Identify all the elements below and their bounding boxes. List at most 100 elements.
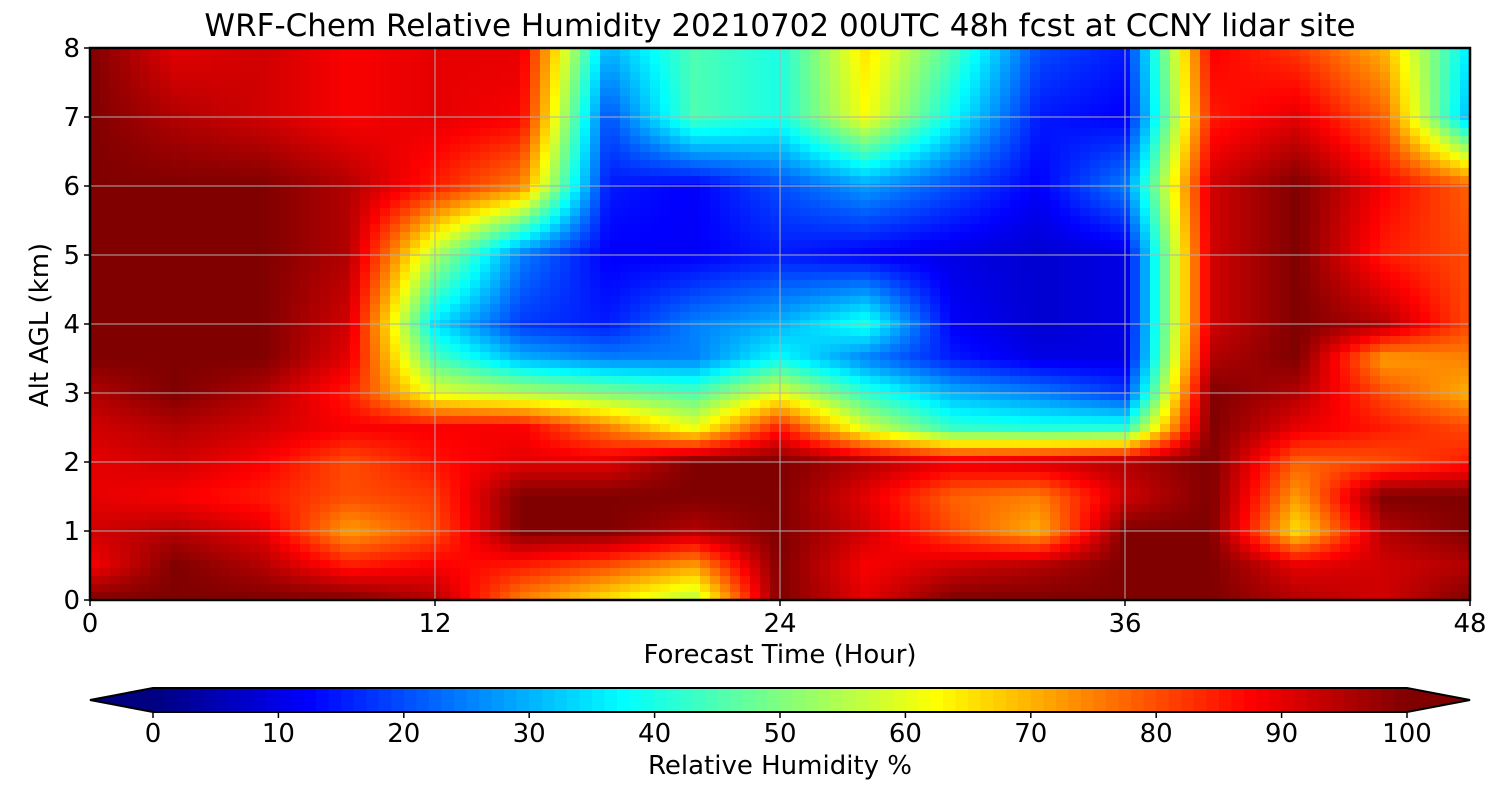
heatmap-cell <box>720 296 731 305</box>
heatmap-cell <box>1250 200 1261 209</box>
heatmap-cell <box>1330 240 1341 249</box>
heatmap-cell <box>360 112 371 121</box>
heatmap-cell <box>130 112 141 121</box>
heatmap-cell <box>570 256 581 265</box>
heatmap-cell <box>440 112 451 121</box>
heatmap-cell <box>910 168 921 177</box>
heatmap-cell <box>1090 96 1101 105</box>
heatmap-cell <box>380 128 391 137</box>
heatmap-cell <box>790 192 801 201</box>
heatmap-cell <box>540 160 551 169</box>
heatmap-cell <box>780 160 791 169</box>
heatmap-cell <box>740 152 751 161</box>
heatmap-cell <box>890 120 901 129</box>
heatmap-cell <box>530 200 541 209</box>
heatmap-cell <box>310 144 321 153</box>
heatmap-cell <box>1100 120 1111 129</box>
heatmap-cell <box>800 72 811 81</box>
heatmap-cell <box>300 136 311 145</box>
heatmap-cell <box>1160 72 1171 81</box>
heatmap-cell <box>1190 296 1201 305</box>
heatmap-cell <box>290 160 301 169</box>
heatmap-cell <box>960 184 971 193</box>
heatmap-cell <box>1430 184 1441 193</box>
heatmap-cell <box>1140 160 1151 169</box>
heatmap-cell <box>460 56 471 65</box>
heatmap-cell <box>580 96 591 105</box>
heatmap-cell <box>1140 184 1151 193</box>
heatmap-cell <box>220 304 231 313</box>
heatmap-cell <box>760 240 771 249</box>
heatmap-cell <box>630 288 641 297</box>
heatmap-cell <box>1040 80 1051 89</box>
heatmap-cell <box>1370 312 1381 321</box>
heatmap-cell <box>290 272 301 281</box>
heatmap-cell <box>800 192 811 201</box>
heatmap-cell <box>460 184 471 193</box>
heatmap-cell <box>110 304 121 313</box>
heatmap-cell <box>1390 64 1401 73</box>
heatmap-cell <box>250 328 261 337</box>
heatmap-cell <box>490 312 501 321</box>
heatmap-cell <box>1450 88 1461 97</box>
heatmap-cell <box>140 296 151 305</box>
heatmap-cell <box>880 248 891 257</box>
heatmap-cell <box>340 48 351 57</box>
heatmap-cell <box>1280 248 1291 257</box>
heatmap-cell <box>920 240 931 249</box>
heatmap-cell <box>1250 312 1261 321</box>
heatmap-cell <box>690 48 701 57</box>
heatmap-cell <box>1200 104 1211 113</box>
heatmap-cell <box>830 280 841 289</box>
heatmap-cell <box>1360 184 1371 193</box>
heatmap-cell <box>1160 304 1171 313</box>
heatmap-cell <box>90 160 101 169</box>
heatmap-cell <box>1400 56 1411 65</box>
heatmap-cell <box>640 104 651 113</box>
heatmap-cell <box>1230 152 1241 161</box>
heatmap-cell <box>1080 168 1091 177</box>
heatmap-cell <box>1290 136 1301 145</box>
heatmap-cell <box>310 160 321 169</box>
heatmap-cell <box>1390 160 1401 169</box>
heatmap-cell <box>790 264 801 273</box>
heatmap-cell <box>1270 296 1281 305</box>
heatmap-cell <box>360 200 371 209</box>
heatmap-cell <box>260 280 271 289</box>
heatmap-cell <box>1420 72 1431 81</box>
heatmap-cell <box>910 64 921 73</box>
heatmap-cell <box>1110 96 1121 105</box>
heatmap-cell <box>160 264 171 273</box>
heatmap-cell <box>1380 184 1391 193</box>
heatmap-cell <box>1080 136 1091 145</box>
heatmap-cell <box>550 120 561 129</box>
heatmap-cell <box>1420 272 1431 281</box>
heatmap-cell <box>400 64 411 73</box>
heatmap-cell <box>1350 240 1361 249</box>
heatmap-cell <box>730 88 741 97</box>
heatmap-cell <box>610 168 621 177</box>
heatmap-cell <box>1240 272 1251 281</box>
heatmap-cell <box>860 296 871 305</box>
heatmap-cell <box>1360 112 1371 121</box>
heatmap-cell <box>690 312 701 321</box>
heatmap-cell <box>950 128 961 137</box>
heatmap-cell <box>620 264 631 273</box>
heatmap-cell <box>90 200 101 209</box>
heatmap-cell <box>720 328 731 337</box>
heatmap-cell <box>1290 232 1301 241</box>
heatmap-cell <box>290 248 301 257</box>
heatmap-cell <box>900 264 911 273</box>
heatmap-cell <box>990 224 1001 233</box>
heatmap-cell <box>820 192 831 201</box>
heatmap-cell <box>550 176 561 185</box>
heatmap-cell <box>1070 72 1081 81</box>
heatmap-cell <box>650 240 661 249</box>
heatmap-cell <box>150 88 161 97</box>
heatmap-cell <box>270 248 281 257</box>
heatmap-cell <box>940 264 951 273</box>
heatmap-cell <box>360 336 371 345</box>
heatmap-cell <box>810 64 821 73</box>
heatmap-cell <box>1160 176 1171 185</box>
heatmap-cell <box>170 136 181 145</box>
